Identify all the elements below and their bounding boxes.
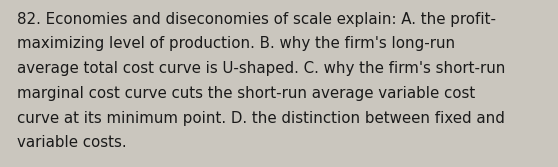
Text: average total cost curve is U-shaped. C. why the firm's short-run: average total cost curve is U-shaped. C.… [17,61,505,76]
Text: maximizing level of production. B. why the firm's long-run: maximizing level of production. B. why t… [17,36,455,51]
Text: marginal cost curve cuts the short-run average variable cost: marginal cost curve cuts the short-run a… [17,86,475,101]
Text: curve at its minimum point. D. the distinction between fixed and: curve at its minimum point. D. the disti… [17,111,504,126]
Text: variable costs.: variable costs. [17,135,126,150]
Text: 82. Economies and diseconomies of scale explain: A. the profit-: 82. Economies and diseconomies of scale … [17,12,496,27]
